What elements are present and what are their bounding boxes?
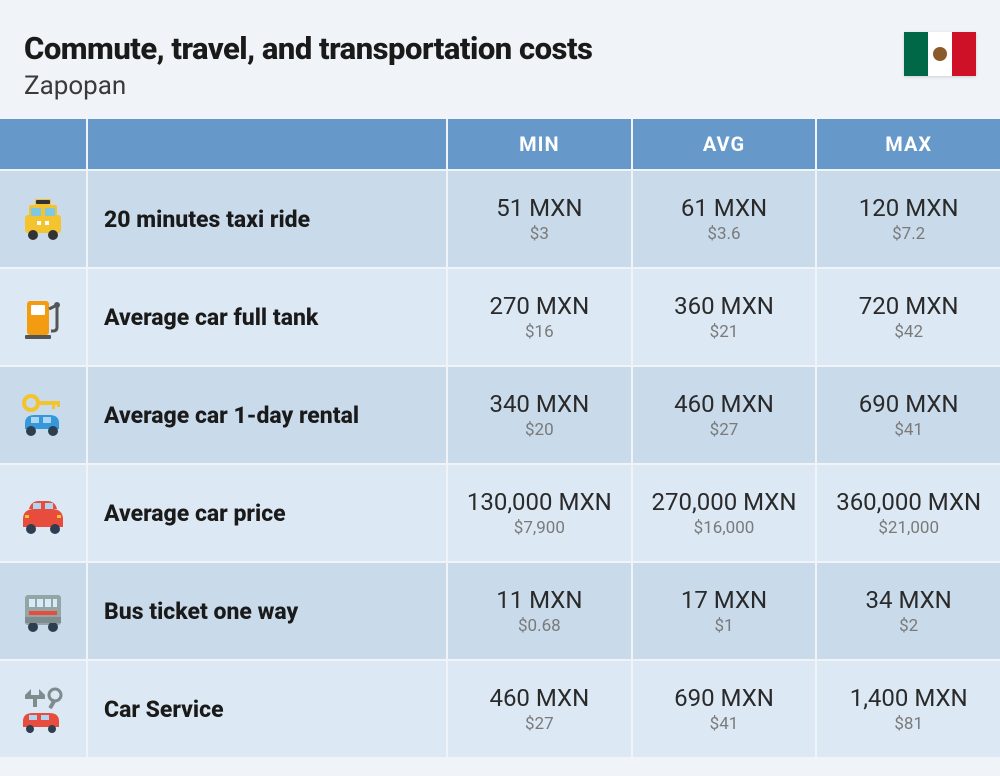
col-header-label <box>88 119 448 169</box>
value-usd: $81 <box>894 714 923 734</box>
value-mxn: 1,400 MXN <box>850 684 968 712</box>
value-usd: $21 <box>710 322 739 342</box>
value-usd: $42 <box>894 322 923 342</box>
value-mxn: 34 MXN <box>866 586 952 614</box>
value-mxn: 690 MXN <box>674 684 774 712</box>
value-usd: $41 <box>894 420 923 440</box>
cell-min: 460 MXN$27 <box>448 659 633 757</box>
car-icon <box>0 463 88 561</box>
cell-avg: 17 MXN$1 <box>633 561 818 659</box>
table-row: Average car 1-day rental340 MXN$20460 MX… <box>0 365 1000 463</box>
row-label: Average car full tank <box>88 267 448 365</box>
value-usd: $3.6 <box>707 224 740 244</box>
table-header: MIN AVG MAX <box>0 119 1000 169</box>
col-header-min: MIN <box>448 119 633 169</box>
value-usd: $16,000 <box>694 518 755 538</box>
cell-avg: 270,000 MXN$16,000 <box>633 463 818 561</box>
value-usd: $27 <box>710 420 739 440</box>
value-usd: $7.2 <box>892 224 925 244</box>
table-row: 20 minutes taxi ride51 MXN$361 MXN$3.612… <box>0 169 1000 267</box>
table-row: Bus ticket one way11 MXN$0.6817 MXN$134 … <box>0 561 1000 659</box>
value-mxn: 460 MXN <box>489 684 589 712</box>
cost-table: MIN AVG MAX 20 minutes taxi ride51 MXN$3… <box>0 119 1000 757</box>
cell-max: 120 MXN$7.2 <box>817 169 1000 267</box>
value-usd: $21,000 <box>878 518 939 538</box>
cell-avg: 61 MXN$3.6 <box>633 169 818 267</box>
cell-min: 51 MXN$3 <box>448 169 633 267</box>
value-usd: $3 <box>530 224 549 244</box>
value-mxn: 690 MXN <box>859 390 959 418</box>
row-label: Average car price <box>88 463 448 561</box>
value-usd: $16 <box>525 322 554 342</box>
cell-avg: 460 MXN$27 <box>633 365 818 463</box>
value-usd: $27 <box>525 714 554 734</box>
col-header-avg: AVG <box>633 119 818 169</box>
value-usd: $7,900 <box>514 518 565 538</box>
row-label: Bus ticket one way <box>88 561 448 659</box>
row-label: 20 minutes taxi ride <box>88 169 448 267</box>
value-mxn: 61 MXN <box>681 194 767 222</box>
cell-max: 360,000 MXN$21,000 <box>817 463 1000 561</box>
car-key-icon <box>0 365 88 463</box>
table-row: Average car full tank270 MXN$16360 MXN$2… <box>0 267 1000 365</box>
col-header-icon <box>0 119 88 169</box>
cell-max: 34 MXN$2 <box>817 561 1000 659</box>
value-mxn: 360 MXN <box>674 292 774 320</box>
value-mxn: 720 MXN <box>859 292 959 320</box>
cell-max: 1,400 MXN$81 <box>817 659 1000 757</box>
value-mxn: 360,000 MXN <box>836 488 981 516</box>
value-usd: $0.68 <box>518 616 561 636</box>
row-label: Average car 1-day rental <box>88 365 448 463</box>
cell-min: 340 MXN$20 <box>448 365 633 463</box>
table-body: 20 minutes taxi ride51 MXN$361 MXN$3.612… <box>0 169 1000 757</box>
fuel-pump-icon <box>0 267 88 365</box>
cell-max: 720 MXN$42 <box>817 267 1000 365</box>
table-row: Car Service460 MXN$27690 MXN$411,400 MXN… <box>0 659 1000 757</box>
value-mxn: 17 MXN <box>681 586 767 614</box>
taxi-icon <box>0 169 88 267</box>
value-usd: $1 <box>714 616 733 636</box>
page-title: Commute, travel, and transportation cost… <box>24 30 904 67</box>
bus-icon <box>0 561 88 659</box>
cell-min: 130,000 MXN$7,900 <box>448 463 633 561</box>
value-usd: $41 <box>710 714 739 734</box>
value-usd: $2 <box>899 616 918 636</box>
value-mxn: 120 MXN <box>859 194 959 222</box>
table-row: Average car price130,000 MXN$7,900270,00… <box>0 463 1000 561</box>
mexico-flag-icon <box>904 32 976 76</box>
cell-avg: 360 MXN$21 <box>633 267 818 365</box>
value-mxn: 460 MXN <box>674 390 774 418</box>
header: Commute, travel, and transportation cost… <box>0 0 1000 119</box>
value-mxn: 340 MXN <box>489 390 589 418</box>
row-label: Car Service <box>88 659 448 757</box>
page-subtitle: Zapopan <box>24 71 904 101</box>
cell-min: 270 MXN$16 <box>448 267 633 365</box>
value-mxn: 130,000 MXN <box>467 488 612 516</box>
value-mxn: 270,000 MXN <box>652 488 797 516</box>
cell-avg: 690 MXN$41 <box>633 659 818 757</box>
cell-min: 11 MXN$0.68 <box>448 561 633 659</box>
col-header-max: MAX <box>817 119 1000 169</box>
value-mxn: 270 MXN <box>489 292 589 320</box>
value-mxn: 11 MXN <box>496 586 582 614</box>
value-mxn: 51 MXN <box>496 194 582 222</box>
car-service-icon <box>0 659 88 757</box>
header-text: Commute, travel, and transportation cost… <box>24 30 904 101</box>
value-usd: $20 <box>525 420 554 440</box>
cell-max: 690 MXN$41 <box>817 365 1000 463</box>
